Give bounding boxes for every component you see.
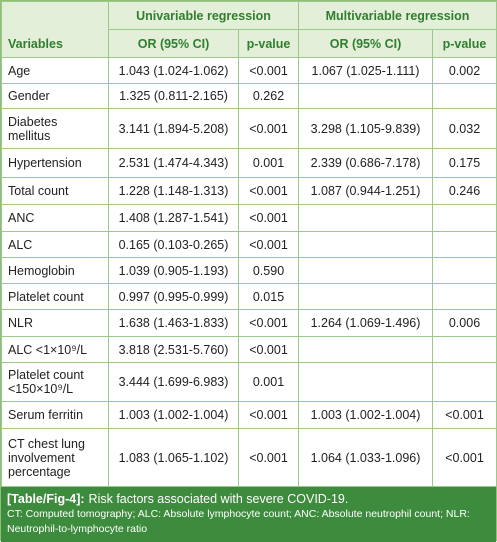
header-cell: OR (95% CI): [298, 29, 433, 58]
value-cell: [432, 257, 497, 284]
value-cell: 1.043 (1.024-1.062): [108, 57, 239, 84]
value-cell: 1.087 (0.944-1.251): [298, 177, 433, 205]
value-cell: 1.064 (1.033-1.096): [298, 428, 433, 487]
variable-cell: NLR: [1, 309, 109, 337]
value-cell: 0.002: [432, 57, 497, 84]
value-cell: <0.001: [238, 108, 299, 149]
variable-cell: Hemoglobin: [1, 257, 109, 284]
value-cell: 1.228 (1.148-1.313): [108, 177, 239, 205]
value-cell: 1.039 (0.905-1.193): [108, 257, 239, 284]
value-cell: [432, 283, 497, 310]
variable-cell: Serum ferritin: [1, 401, 109, 429]
table-row: ALC <1×10⁹/L 3.818 (2.531-5.760) <0.001: [1, 336, 497, 363]
value-cell: 1.003 (1.002-1.004): [108, 401, 239, 429]
value-cell: <0.001: [238, 309, 299, 337]
table-row: Platelet count 0.997 (0.995-0.999) 0.015: [1, 283, 497, 310]
header-cell: p-value: [238, 29, 299, 58]
value-cell: 0.001: [238, 148, 299, 178]
table-row: NLR 1.638 (1.463-1.833) <0.001 1.264 (1.069…: [1, 309, 497, 337]
value-cell: 0.262: [238, 83, 299, 109]
variable-cell: ANC: [1, 204, 109, 232]
table-row: Diabetes mellitus 3.141 (1.894-5.208) <0.0…: [1, 108, 497, 149]
table-row: Hypertension 2.531 (1.474-4.343) 0.001 2.33…: [1, 148, 497, 178]
value-cell: 1.003 (1.002-1.004): [298, 401, 433, 429]
variable-cell: ALC: [1, 231, 109, 258]
variable-cell: Hypertension: [1, 148, 109, 178]
value-cell: <0.001: [238, 57, 299, 84]
caption-label: [Table/Fig-4]:: [7, 492, 85, 506]
value-cell: 1.638 (1.463-1.833): [108, 309, 239, 337]
value-cell: [432, 204, 497, 232]
value-cell: <0.001: [238, 177, 299, 205]
table-row: Hemoglobin 1.039 (0.905-1.193) 0.590: [1, 257, 497, 284]
table-row: Platelet count <150×10⁹/L 3.444 (1.699-6.…: [1, 362, 497, 402]
value-cell: 0.001: [238, 362, 299, 402]
value-cell: 0.015: [238, 283, 299, 310]
value-cell: <0.001: [432, 401, 497, 429]
value-cell: 2.531 (1.474-4.343): [108, 148, 239, 178]
value-cell: 0.165 (0.103-0.265): [108, 231, 239, 258]
value-cell: [298, 257, 433, 284]
variable-cell: Age: [1, 57, 109, 84]
group-header: Univariable regression: [108, 1, 299, 30]
value-cell: <0.001: [238, 401, 299, 429]
table-row: Total count 1.228 (1.148-1.313) <0.001 1.08…: [1, 177, 497, 205]
value-cell: 1.067 (1.025-1.111): [298, 57, 433, 84]
value-cell: 1.408 (1.287-1.541): [108, 204, 239, 232]
value-cell: <0.001: [238, 428, 299, 487]
variable-cell: ALC <1×10⁹/L: [1, 336, 109, 363]
caption-note: CT: Computed tomography; ALC: Absolute l…: [7, 508, 470, 535]
value-cell: 1.325 (0.811-2.165): [108, 83, 239, 109]
value-cell: [298, 231, 433, 258]
value-cell: [298, 336, 433, 363]
value-cell: [432, 362, 497, 402]
variable-cell: Total count: [1, 177, 109, 205]
caption-box: [Table/Fig-4]: Risk factors associated wi…: [1, 487, 496, 542]
value-cell: 1.264 (1.069-1.496): [298, 309, 433, 337]
value-cell: 0.590: [238, 257, 299, 284]
value-cell: 3.818 (2.531-5.760): [108, 336, 239, 363]
caption: [Table/Fig-4]: Risk factors associated wi…: [7, 491, 490, 507]
table-row: ALC 0.165 (0.103-0.265) <0.001: [1, 231, 497, 258]
value-cell: 3.141 (1.894-5.208): [108, 108, 239, 149]
value-cell: <0.001: [238, 204, 299, 232]
value-cell: [432, 336, 497, 363]
value-cell: [432, 83, 497, 109]
value-cell: 0.032: [432, 108, 497, 149]
header-cell: OR (95% CI): [108, 29, 239, 58]
variable-cell: CT chest lung involvement percentage: [1, 428, 109, 487]
value-cell: 3.298 (1.105-9.839): [298, 108, 433, 149]
table-row: Serum ferritin 1.003 (1.002-1.004) <0.001 1…: [1, 401, 497, 429]
value-cell: [298, 83, 433, 109]
table-row: Gender 1.325 (0.811-2.165) 0.262: [1, 83, 497, 109]
value-cell: 1.083 (1.065-1.102): [108, 428, 239, 487]
caption-text: Risk factors associated with severe COVI…: [88, 492, 349, 506]
value-cell: <0.001: [238, 231, 299, 258]
variable-cell: Platelet count: [1, 283, 109, 310]
table: Variables Univariable regression Multiva…: [1, 1, 497, 487]
variable-cell: Diabetes mellitus: [1, 108, 109, 149]
value-cell: 0.006: [432, 309, 497, 337]
group-header: Multivariable regression: [298, 1, 497, 30]
value-cell: 0.997 (0.995-0.999): [108, 283, 239, 310]
table-row: Age 1.043 (1.024-1.062) <0.001 1.067 (1.025…: [1, 57, 497, 84]
value-cell: 0.175: [432, 148, 497, 178]
value-cell: 0.246: [432, 177, 497, 205]
value-cell: 3.444 (1.699-6.983): [108, 362, 239, 402]
value-cell: <0.001: [238, 336, 299, 363]
table-row: ANC 1.408 (1.287-1.541) <0.001: [1, 204, 497, 232]
table-row: CT chest lung involvement percentage 1.08…: [1, 428, 497, 487]
header-cell: Variables: [1, 1, 109, 58]
value-cell: 2.339 (0.686-7.178): [298, 148, 433, 178]
variable-cell: Gender: [1, 83, 109, 109]
value-cell: [298, 362, 433, 402]
value-cell: [432, 231, 497, 258]
value-cell: [298, 283, 433, 310]
variable-cell: Platelet count <150×10⁹/L: [1, 362, 109, 402]
value-cell: <0.001: [432, 428, 497, 487]
header-cell: p-value: [432, 29, 497, 58]
value-cell: [298, 204, 433, 232]
